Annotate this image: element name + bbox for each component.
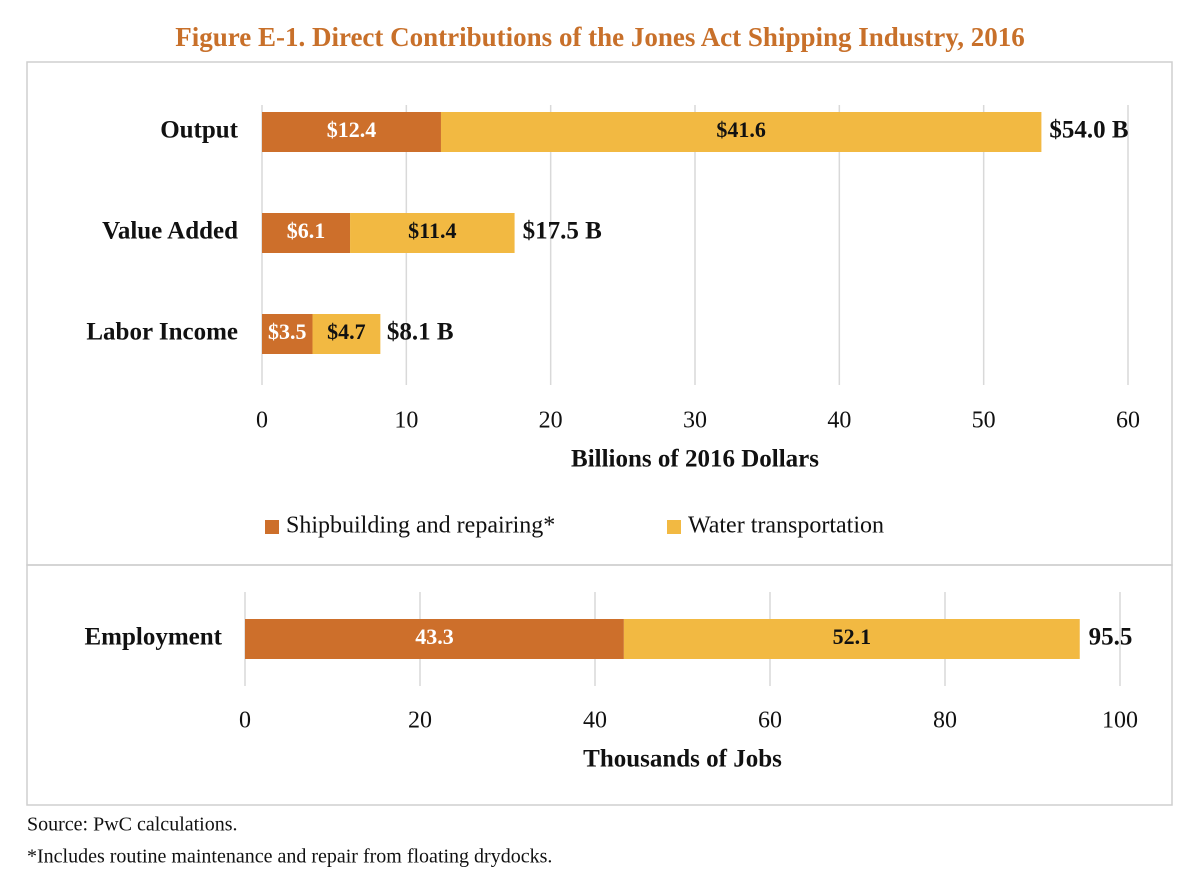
segment-label: $4.7 bbox=[327, 319, 366, 344]
figure-title: Figure E-1. Direct Contributions of the … bbox=[175, 22, 1025, 52]
bar-segment bbox=[312, 314, 381, 354]
x-tick-label: 10 bbox=[394, 408, 418, 434]
segment-label: $11.4 bbox=[408, 218, 456, 243]
x-tick-label: 20 bbox=[539, 408, 563, 434]
bar-segment bbox=[350, 213, 515, 253]
bar-segment bbox=[262, 112, 441, 152]
x-axis-label: Billions of 2016 Dollars bbox=[571, 446, 819, 473]
x-tick-label: 20 bbox=[408, 708, 432, 734]
total-label: 95.5 bbox=[1089, 624, 1133, 651]
category-label: Employment bbox=[85, 624, 223, 651]
bar-segment bbox=[262, 314, 313, 354]
segment-label: $6.1 bbox=[287, 218, 326, 243]
legend-label: Water transportation bbox=[688, 513, 884, 539]
bar-segment bbox=[262, 213, 351, 253]
segment-label: $12.4 bbox=[327, 117, 377, 142]
category-label: Output bbox=[160, 117, 238, 144]
x-tick-label: 40 bbox=[583, 708, 607, 734]
segment-label: 52.1 bbox=[833, 624, 872, 649]
x-tick-label: 50 bbox=[972, 408, 996, 434]
legend-swatch bbox=[667, 520, 681, 534]
segment-label: 43.3 bbox=[415, 624, 454, 649]
panel-frame bbox=[26, 564, 1173, 806]
x-tick-label: 40 bbox=[827, 408, 851, 434]
total-label: $54.0 B bbox=[1049, 117, 1128, 144]
x-tick-label: 30 bbox=[683, 408, 707, 434]
x-tick-label: 0 bbox=[239, 708, 251, 734]
bar-segment bbox=[245, 619, 624, 659]
source-note: Source: PwC calculations. bbox=[27, 814, 238, 836]
total-label: $8.1 B bbox=[387, 319, 454, 346]
bar-segment bbox=[440, 112, 1042, 152]
segment-label: $41.6 bbox=[716, 117, 766, 142]
x-tick-label: 60 bbox=[1116, 408, 1140, 434]
total-label: $17.5 B bbox=[523, 218, 602, 245]
x-tick-label: 60 bbox=[758, 708, 782, 734]
category-label: Labor Income bbox=[86, 319, 238, 346]
footnote: *Includes routine maintenance and repair… bbox=[27, 846, 552, 868]
category-label: Value Added bbox=[102, 218, 238, 245]
bar-segment bbox=[623, 619, 1080, 659]
segment-label: $3.5 bbox=[268, 319, 307, 344]
legend-label: Shipbuilding and repairing* bbox=[286, 513, 555, 539]
x-tick-label: 80 bbox=[933, 708, 957, 734]
legend-swatch bbox=[265, 520, 279, 534]
x-tick-label: 0 bbox=[256, 408, 268, 434]
x-tick-label: 100 bbox=[1102, 708, 1138, 734]
x-axis-label: Thousands of Jobs bbox=[583, 746, 782, 773]
